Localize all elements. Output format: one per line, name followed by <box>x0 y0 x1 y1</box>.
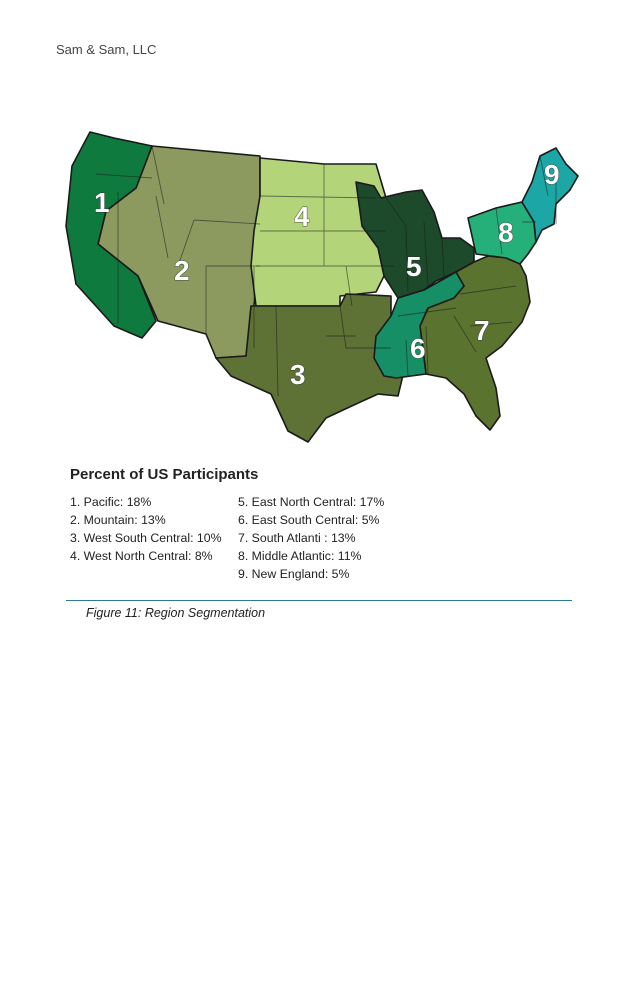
legend-item-east-north-central: 5. East North Central: 17% <box>238 495 385 509</box>
region-west-south-central <box>215 293 405 443</box>
legend-title: Percent of US Participants <box>70 466 259 483</box>
region-label-5: 5 <box>406 251 422 282</box>
region-east-south-central <box>373 271 465 379</box>
region-label-1: 1 <box>94 187 110 218</box>
region-label-2: 2 <box>174 255 190 286</box>
company-header: Sam & Sam, LLC <box>56 42 157 57</box>
us-region-map: 1 2 3 4 5 6 7 8 9 <box>65 131 579 443</box>
legend-item-middle-atlantic: 8. Middle Atlantic: 11% <box>238 549 362 563</box>
legend-item-pacific: 1. Pacific: 18% <box>70 495 152 509</box>
legend-item-mountain: 2. Mountain: 13% <box>70 513 166 527</box>
region-label-8: 8 <box>498 217 514 248</box>
region-label-4: 4 <box>294 201 310 232</box>
legend-item-west-north-central: 4. West North Central: 8% <box>70 549 213 563</box>
figure-caption: Figure 11: Region Segmentation <box>86 606 266 620</box>
region-east-north-central <box>355 181 475 299</box>
region-label-3: 3 <box>290 359 306 390</box>
legend-item-east-south-central: 6. East South Central: 5% <box>238 513 380 527</box>
caption-divider <box>66 600 572 601</box>
legend-item-south-atlantic: 7. South Atlanti : 13% <box>238 531 356 545</box>
region-label-9: 9 <box>544 159 560 190</box>
legend-column-right: 5. East North Central: 17% 6. East South… <box>238 493 384 583</box>
region-pacific <box>65 131 157 339</box>
region-label-7: 7 <box>474 315 490 346</box>
legend-column-left: 1. Pacific: 18% 2. Mountain: 13% 3. West… <box>70 493 222 565</box>
legend-item-west-south-central: 3. West South Central: 10% <box>70 531 222 545</box>
region-label-6: 6 <box>410 333 426 364</box>
legend-item-new-england: 9. New England: 5% <box>238 567 350 581</box>
